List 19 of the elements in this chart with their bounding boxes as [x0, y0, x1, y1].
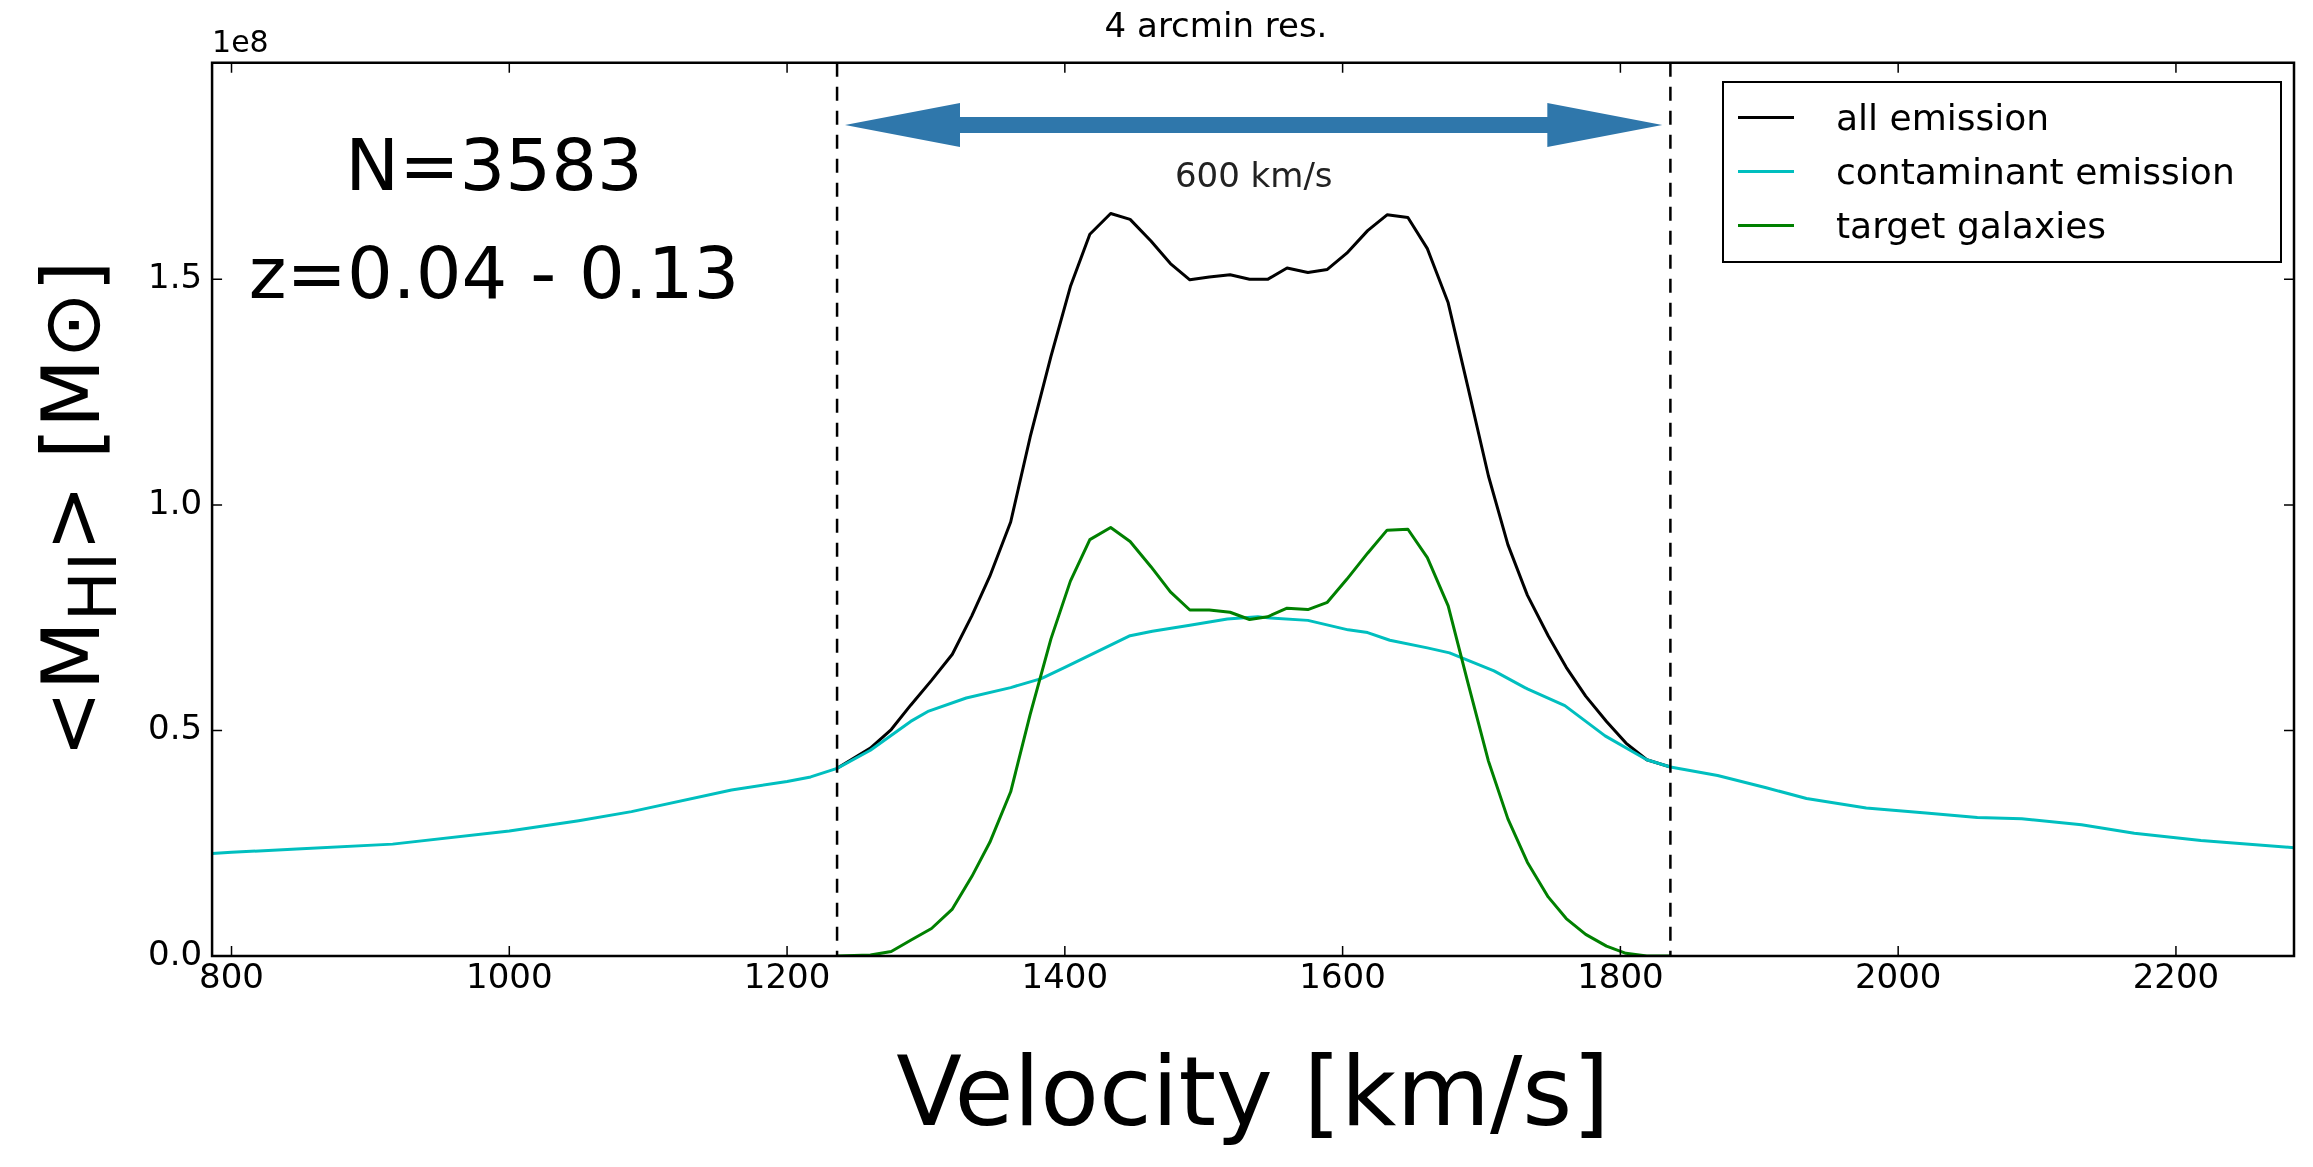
text: 1e8: [212, 23, 269, 59]
y-tick-label: 1.5: [147, 256, 203, 297]
x-tick-label: 1600: [1299, 956, 1386, 997]
x-tick-label: 2000: [1854, 956, 1942, 997]
x-tick-label: 1400: [1021, 956, 1109, 997]
x-tick-label: 2200: [2132, 956, 2220, 997]
legend-label: contaminant emission: [1836, 151, 2235, 193]
annotation: z=0.04 - 0.13: [248, 230, 740, 315]
y-tick-label: 0.5: [147, 707, 203, 748]
annotation: 600 km/s: [1174, 154, 1333, 195]
x-tick-label: 1800: [1577, 956, 1664, 997]
legend-label: all emission: [1836, 97, 2050, 139]
x-tick-label: 1000: [466, 956, 553, 997]
annotation: N=3583: [345, 122, 643, 207]
legend-label: target galaxies: [1836, 205, 2107, 247]
x-tick-label: 1200: [743, 956, 831, 997]
y-tick-label: 1.0: [147, 481, 203, 522]
chart-title: 4 arcmin res.: [1104, 5, 1328, 46]
x-axis-title: Velocity [km/s]: [896, 1036, 1610, 1149]
